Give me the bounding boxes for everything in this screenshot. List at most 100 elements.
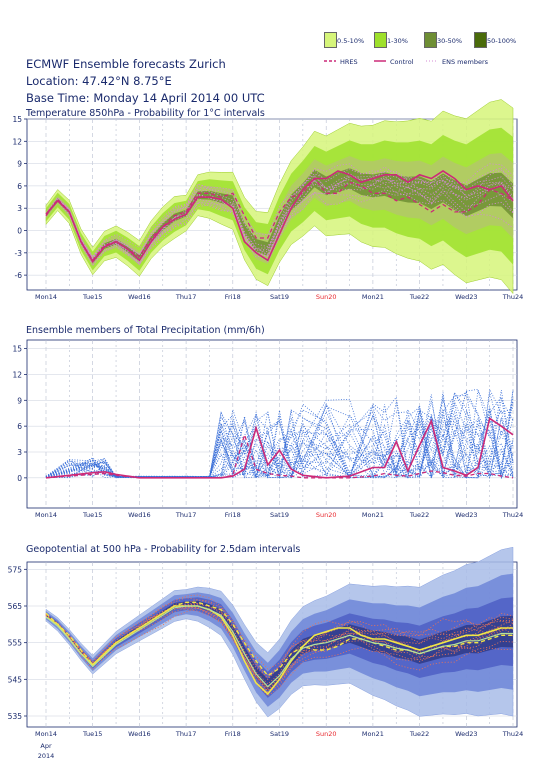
y-tick-label: 9 [17,396,22,405]
control-line [45,417,514,479]
legend-label-ens: ENS members [442,58,489,66]
x-tick-label: Sun20 [316,511,337,519]
probability-band [46,600,513,691]
ens-member-line [45,389,514,479]
hres-line [45,177,514,262]
y-tick-label: 565 [8,602,23,611]
y-tick-label: 6 [17,182,22,191]
x-tick-label: Mon14 [35,730,57,738]
panel3-title: Geopotential at 500 hPa - Probability fo… [26,544,301,555]
x-tick-label: Tue15 [82,293,102,301]
ens-member-line [45,594,514,670]
x-tick-label: Tue22 [409,293,429,301]
ens-member-line [45,396,514,479]
ens-member-line [45,168,514,259]
probability-band [46,573,513,707]
ens-member-line [45,173,514,264]
legend-label-1: 1-30% [387,37,408,45]
y-tick-label: 12 [12,137,22,146]
legend-label-0: 0.5-10% [337,37,365,45]
x-tick-label: Thu17 [175,730,196,738]
x-tick-label: Thu17 [175,293,196,301]
y-tick-label: 3 [17,204,22,213]
x-tick-label: Thu24 [502,730,523,738]
panel-3: 535 545 555 565 575 Mon14 Tue15 Wed16 Thu17 Fri18… [8,546,523,738]
y-tick-label: 12 [12,370,22,379]
legend-label-3: 50-100% [487,37,517,45]
x-tick-label: Wed16 [128,293,150,301]
ens-member-line [45,179,514,265]
legend-label-hres: HRES [340,58,358,66]
ens-member-line [45,398,514,479]
legend-label-control: Control [390,58,414,66]
panel-1: -6 -3 0 3 6 9 12 15 Mon14 Tue15 Wed16 Thu17 Fri18 Sat… [12,99,523,301]
x-tick-label: Fri18 [225,293,241,301]
mean-line [45,605,513,688]
x-tick-label: Tue15 [82,511,102,519]
x-tick-label: Thu17 [175,511,196,519]
y-tick-label: 535 [8,712,23,721]
panel1-title: Temperature 850hPa - Probability for 1°C… [26,108,265,119]
legend-swatch-3 [474,32,487,48]
plot-frame [26,339,518,509]
location-label: Location: 47.42°N 8.75°E [26,74,172,88]
x-tick-label: Mon14 [35,511,57,519]
x-tick-label: Sat19 [270,730,289,738]
x-tick-label: Mon21 [362,511,384,519]
control-line [45,170,514,264]
y-tick-label: 0 [17,474,22,483]
x-tick-label: Fri18 [225,730,241,738]
ens-member-line [45,414,514,479]
legend-swatch-0 [324,32,337,48]
y-tick-label: 0 [17,227,22,236]
legend-swatch-2 [424,32,437,48]
ens-member-line [45,606,514,693]
ens-member-line [45,390,514,479]
ens-member-line [45,186,514,267]
x-tick-label: Mon21 [362,730,384,738]
chart-title: ECMWF Ensemble forecasts Zurich [26,57,226,71]
base-time-label: Base Time: Monday 14 April 2014 00 UTC [26,91,265,105]
y-tick-label: 575 [8,565,23,574]
x-tick-label: Wed23 [455,293,477,301]
y-tick-label: 555 [8,639,23,648]
ens-member-line [45,175,514,262]
panel-2: 0 3 6 9 12 15 Mon14 Tue15 Wed16 Thu17 Fri18 Sat19 Su… [12,339,523,519]
x-tick-label: Fri18 [225,511,241,519]
x-tick-label: Mon14 [35,293,57,301]
y-tick-label: 545 [8,675,23,684]
x-tick-label: Wed23 [455,511,477,519]
ens-member-line [45,174,514,263]
x-tick-label: Tue15 [82,730,102,738]
ens-member-line [45,170,514,258]
x-tick-label: Wed16 [128,730,150,738]
x-tick-label: Sun20 [316,730,337,738]
legend-swatch-1 [374,32,387,48]
ens-member-line [45,394,514,479]
ens-member-line [45,599,514,679]
x-tick-label: Tue22 [409,511,429,519]
y-tick-label: 9 [17,160,22,169]
y-tick-label: -3 [15,249,23,258]
y-tick-label: 3 [17,448,22,457]
control-line [45,605,513,696]
x-tick-label: Tue22 [409,730,429,738]
ens-member-line [45,391,514,479]
ens-member-line [45,394,514,478]
y-tick-label: 15 [12,345,22,354]
x-tick-label: Thu24 [502,293,523,301]
x-tick-label: Sun20 [316,293,337,301]
ens-member-line [45,390,514,479]
x-tick-label: Sat19 [270,293,289,301]
y-tick-label: 6 [17,422,22,431]
legend-line-samples [324,60,438,62]
y-tick-label: -6 [15,271,23,280]
panel2-title: Ensemble members of Total Precipitation … [26,325,265,336]
x-tick-label: Wed23 [455,730,477,738]
ens-member-line [45,392,514,479]
y-tick-label: 15 [12,115,22,124]
x-tick-label: Mon21 [362,293,384,301]
probability-band [46,597,513,698]
ens-member-line [45,163,514,260]
